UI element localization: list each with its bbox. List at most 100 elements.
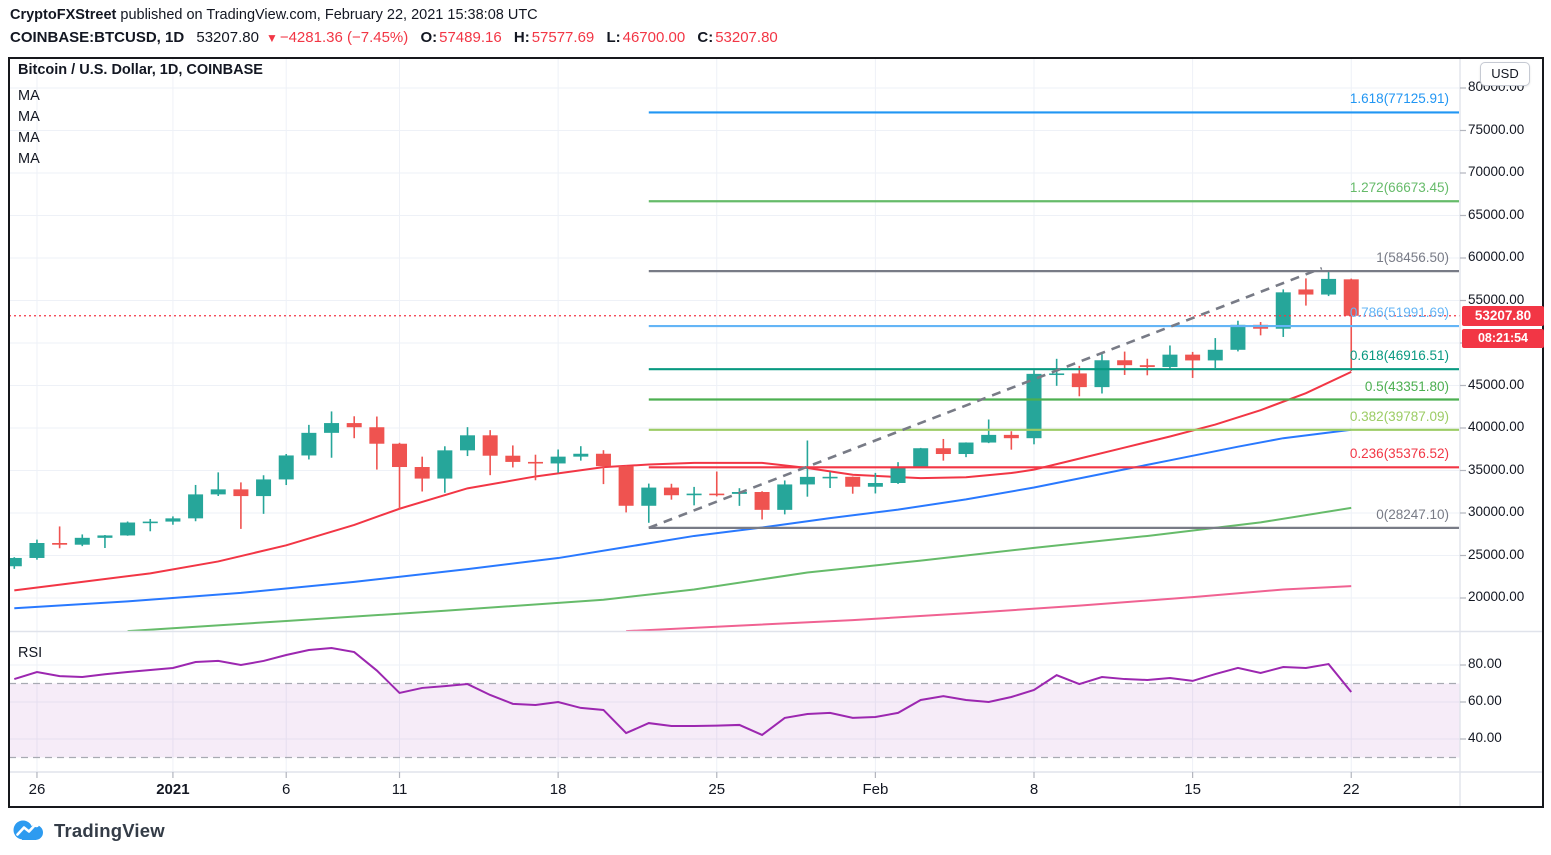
high-value: 57577.69: [531, 29, 595, 46]
candle-body: [1207, 349, 1223, 361]
fib-label: 1.618(77125.91): [1349, 91, 1449, 107]
candle: [460, 427, 475, 457]
candle: [142, 518, 158, 532]
candle-body: [165, 518, 181, 522]
candle-body: [142, 521, 158, 524]
candle-body: [1321, 278, 1337, 295]
candle-body: [1162, 354, 1178, 367]
close-value: 53207.80: [715, 29, 778, 46]
chart-legend-title[interactable]: Bitcoin / U.S. Dollar, 1D, COINBASE: [18, 62, 263, 78]
rsi-band-fill: [9, 683, 1460, 758]
candle-body: [9, 557, 22, 567]
candle: [369, 416, 385, 470]
candle: [1094, 354, 1110, 394]
candle-body: [663, 487, 679, 496]
price-axis-label: 25000.00: [1468, 546, 1525, 562]
last-price-badge: 53207.80: [1462, 306, 1544, 326]
candle: [595, 450, 611, 485]
candle: [233, 482, 249, 529]
ma-mid-line: [14, 428, 1352, 610]
price-axis-label: 35000.00: [1468, 461, 1525, 477]
price-axis-label: 75000.00: [1468, 121, 1525, 137]
candle-body: [482, 435, 498, 456]
candle-body: [74, 537, 90, 545]
candle: [754, 491, 770, 520]
candle-body: [301, 432, 317, 456]
rsi-axis-label: 40.00: [1468, 730, 1502, 745]
candle-body: [1139, 365, 1155, 367]
currency-toggle-button[interactable]: USD: [1480, 62, 1530, 86]
candle-body: [392, 443, 408, 468]
candles: [9, 271, 1359, 569]
candle: [1071, 365, 1087, 397]
candle-body: [324, 423, 340, 433]
candle: [482, 430, 498, 476]
candle-body: [1094, 360, 1110, 388]
candle-body: [1275, 292, 1291, 329]
time-axis-label: 25: [708, 781, 726, 798]
candle: [392, 442, 408, 510]
candle: [1117, 351, 1133, 375]
candle-body: [595, 453, 611, 467]
candle: [256, 475, 272, 514]
candle: [663, 483, 679, 500]
candle: [1207, 338, 1223, 369]
time-axis-label: Feb: [862, 781, 889, 798]
time-axis-label: 6: [282, 781, 291, 798]
candle-body: [799, 476, 815, 485]
ma-legend-4[interactable]: MA: [18, 151, 40, 167]
ma-legend-2[interactable]: MA: [18, 109, 40, 125]
time-axis-label: 22: [1342, 781, 1360, 798]
candle: [1343, 278, 1359, 372]
close-label: C:: [697, 29, 714, 46]
candle: [709, 471, 725, 497]
fib-label: 0.618(46916.51): [1349, 348, 1449, 364]
candle: [9, 557, 22, 569]
low-value: 46700.00: [622, 29, 686, 46]
last-price: 53207.80: [196, 29, 259, 46]
tradingview-logo[interactable]: TradingView: [10, 818, 165, 843]
candle: [52, 526, 68, 549]
trendline: [648, 266, 1323, 530]
candle: [822, 471, 838, 489]
candle: [165, 516, 181, 525]
ma-slow-line: [127, 506, 1352, 631]
candle-body: [233, 489, 249, 497]
candle-body: [460, 435, 475, 451]
candle: [1162, 345, 1178, 369]
time-axis-label: 11: [391, 781, 408, 798]
candle-body: [369, 427, 385, 444]
candle: [618, 465, 634, 513]
candle: [188, 484, 204, 522]
quote-line: COINBASE:BTCUSD, 1D 53207.80 ▼ −4281.36 (−…: [10, 29, 778, 46]
candle: [1253, 322, 1269, 336]
candle-body: [1117, 360, 1133, 366]
candle: [301, 424, 317, 460]
candle-body: [505, 455, 521, 462]
time-axis-label: 8: [1029, 781, 1039, 798]
candle: [890, 462, 906, 484]
candle-body: [618, 466, 634, 506]
ma-legend-1[interactable]: MA: [18, 88, 40, 104]
gridlines: [9, 58, 1460, 772]
candle: [1139, 358, 1155, 376]
price-axis-label: 70000.00: [1468, 164, 1525, 179]
candle: [935, 438, 951, 461]
candle: [97, 535, 113, 549]
candle: [1049, 358, 1065, 386]
candle-body: [981, 434, 997, 443]
candle-body: [573, 453, 589, 457]
rsi-axis-label: 80.00: [1468, 656, 1502, 671]
candle-body: [1230, 324, 1246, 350]
candle-body: [867, 482, 883, 487]
candle: [414, 456, 430, 492]
price-axis-label: 20000.00: [1468, 589, 1525, 604]
candle: [120, 521, 136, 536]
candle-body: [686, 493, 702, 496]
ma-legend-3[interactable]: MA: [18, 130, 40, 146]
rsi-legend[interactable]: RSI: [18, 645, 43, 661]
candle-body: [278, 455, 294, 480]
bar-countdown-badge: 08:21:54: [1462, 329, 1544, 348]
